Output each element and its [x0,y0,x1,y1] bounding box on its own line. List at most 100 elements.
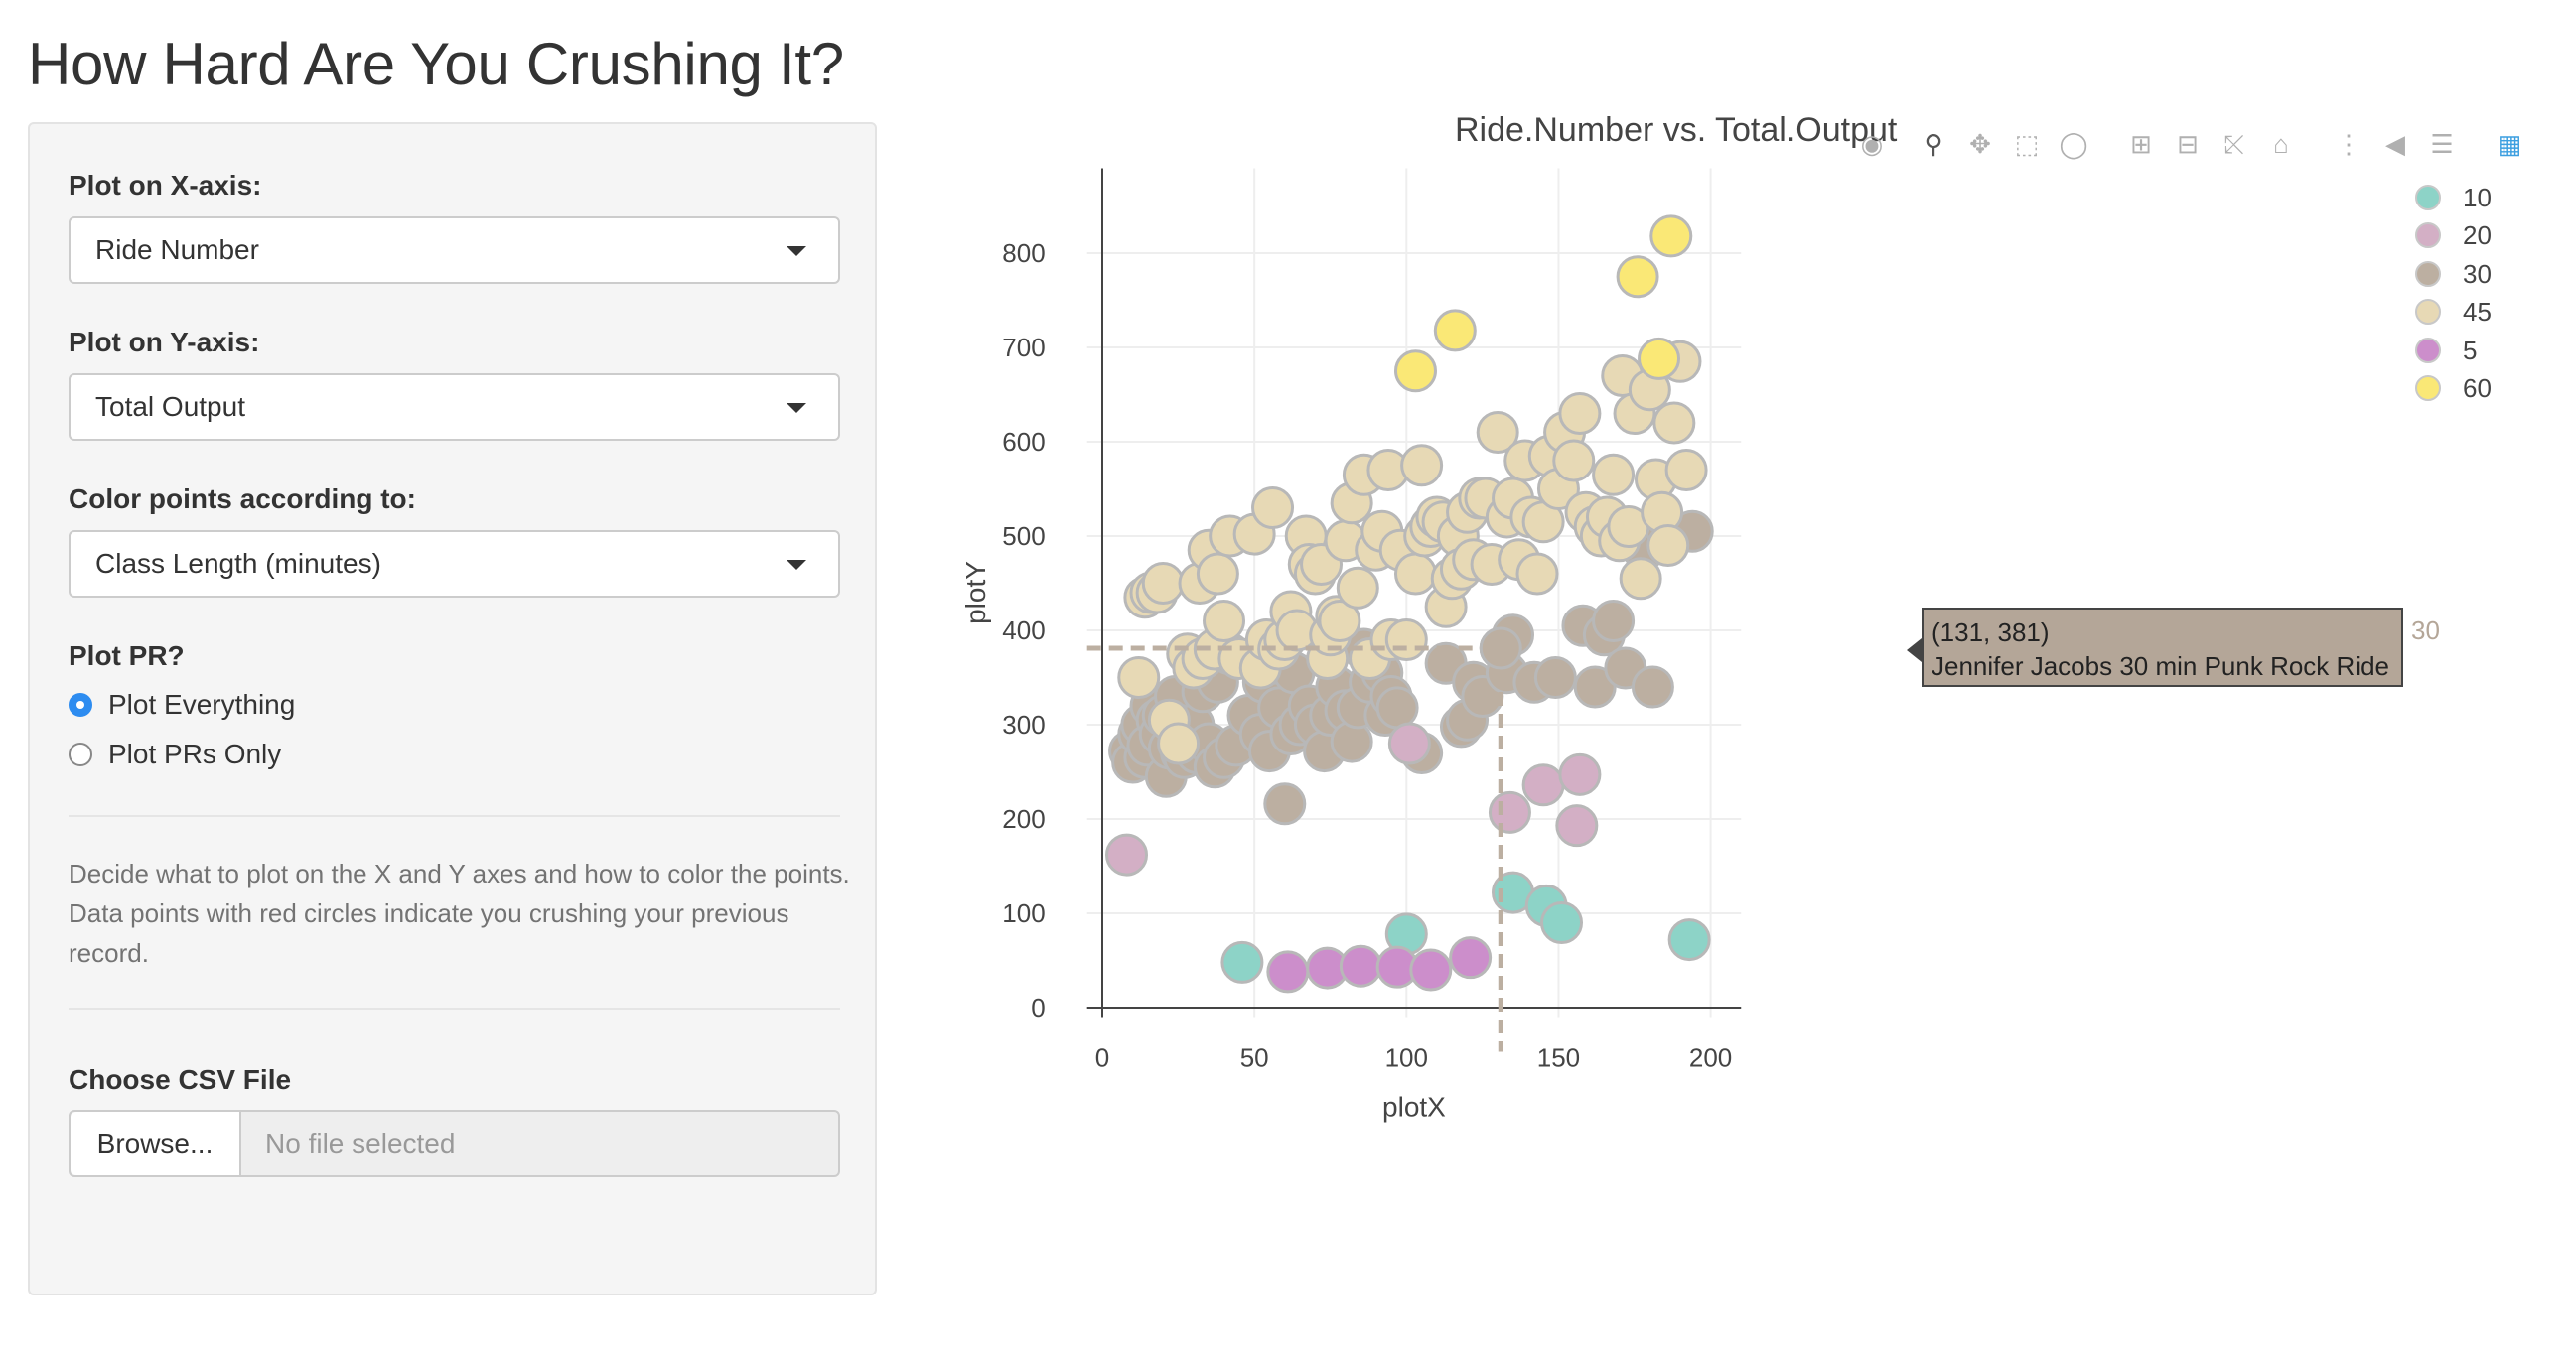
data-point-20[interactable] [1558,752,1602,796]
hover-tooltip: (131, 381) Jennifer Jacobs 30 min Punk R… [1922,608,2403,687]
legend-label: 5 [2463,335,2478,365]
hover-closest-icon[interactable]: ◀ [2385,129,2405,159]
data-point-60[interactable] [1649,214,1693,258]
x-axis-select-value: Ride Number [95,234,259,265]
data-point-45[interactable] [1664,449,1708,491]
data-point-5[interactable] [1409,948,1453,992]
data-point-45[interactable] [1552,439,1596,482]
browse-button[interactable]: Browse... [71,1112,241,1175]
color-select[interactable]: Class Length (minutes) [69,530,840,598]
legend-marker [2415,222,2441,249]
data-point-30[interactable] [1375,686,1419,730]
data-point-45[interactable] [1384,618,1428,661]
data-point-45[interactable] [1141,562,1185,605]
x-tick-label: 0 [1095,1043,1109,1073]
file-status: No file selected [265,1128,456,1158]
y-axis-select[interactable]: Total Output [69,373,840,441]
zoom-out-icon[interactable]: ⊟ [2177,129,2199,159]
data-point-45[interactable] [1196,552,1239,596]
data-point-45[interactable] [1318,600,1361,642]
sidebar-panel: Plot on X-axis: Ride Number Plot on Y-ax… [28,122,877,1295]
data-point-20[interactable] [1387,722,1431,765]
help-text: Decide what to plot on the X and Y axes … [69,859,850,968]
data-point-20[interactable] [1521,763,1565,807]
radio-label: Plot Everything [108,689,296,720]
y-tick-label: 700 [1002,333,1045,362]
data-point-10[interactable] [1540,901,1584,944]
legend-marker [2415,185,2441,210]
legend-marker [2415,374,2441,401]
autoscale-icon[interactable]: ⤪ [2223,129,2245,159]
zoom-icon[interactable]: ⚲ [1924,129,1943,159]
data-point-10[interactable] [1667,918,1711,962]
chevron-down-icon [787,403,806,413]
data-point-20[interactable] [1555,804,1599,848]
radio-label: Plot PRs Only [108,739,282,769]
data-point-45[interactable] [1515,552,1559,596]
x-tick-label: 150 [1537,1043,1580,1073]
data-point-45[interactable] [1336,566,1379,610]
data-point-45[interactable] [1393,552,1437,596]
divider [69,815,840,817]
file-input[interactable]: Browse... No file selected [69,1110,840,1177]
y-tick-label: 0 [1031,993,1045,1022]
lasso-select-icon[interactable]: ◯ [2059,129,2088,159]
data-point-45[interactable] [1251,486,1295,529]
x-tick-label: 100 [1385,1043,1428,1073]
data-point-30[interactable] [1263,782,1307,826]
data-point-20[interactable] [1488,790,1531,834]
chevron-down-icon [787,560,806,570]
data-point-45[interactable] [1117,656,1161,699]
y-tick-label: 200 [1002,804,1045,834]
x-axis-select[interactable]: Ride Number [69,216,840,284]
legend-marker [2415,337,2441,363]
y-axis-title: plotY [960,561,991,624]
data-point-30[interactable] [1631,665,1674,709]
y-tick-label: 800 [1002,238,1045,268]
x-axis-label: Plot on X-axis: [69,170,262,201]
reset-axes-icon[interactable]: ⌂ [2273,129,2289,159]
data-point-45[interactable] [1558,392,1602,435]
data-point-45[interactable] [1592,453,1636,496]
tooltip-text: Jennifer Jacobs 30 min Punk Rock Ride [1932,651,2390,681]
y-tick-label: 400 [1002,615,1045,645]
data-point-5[interactable] [1266,950,1310,994]
plotly-logo-icon[interactable]: ▦ [2497,129,2522,159]
pan-icon[interactable]: ✥ [1969,129,1991,159]
data-point-60[interactable] [1638,337,1681,380]
data-point-45[interactable] [1646,524,1690,567]
camera-icon[interactable]: ◉ [1860,129,1884,159]
box-select-icon[interactable]: ⬚ [2014,129,2040,159]
data-point-45[interactable] [1476,411,1519,454]
data-point-20[interactable] [1105,833,1149,877]
chart-title: Ride.Number vs. Total.Output [1455,111,1898,149]
tooltip-series-label: 30 [2411,615,2440,645]
hover-compare-icon[interactable]: ☰ [2430,129,2454,159]
legend-label: 30 [2463,258,2492,289]
legend-label: 10 [2463,183,2492,212]
data-point-60[interactable] [1616,255,1659,299]
zoom-in-icon[interactable]: ⊞ [2130,129,2152,159]
data-point-45[interactable] [1157,722,1201,765]
radio-button-unchecked[interactable] [69,743,92,766]
data-point-45[interactable] [1400,444,1444,487]
data-point-60[interactable] [1433,309,1477,352]
spike-lines-icon[interactable]: ⋮ [2336,129,2361,159]
data-point-30[interactable] [1592,600,1636,642]
data-point-60[interactable] [1393,349,1437,393]
color-select-value: Class Length (minutes) [95,548,381,579]
data-point-10[interactable] [1220,940,1264,984]
hovered-data-point[interactable] [1479,626,1522,670]
data-point-5[interactable] [1449,936,1493,980]
data-point-45[interactable] [1652,401,1696,445]
pr-label: Plot PR? [69,640,185,671]
data-point-30[interactable] [1573,665,1617,709]
chevron-down-icon [787,246,806,256]
data-point-30[interactable] [1533,656,1577,699]
data-point-45[interactable] [1619,557,1662,601]
radio-button-checked[interactable] [69,693,92,717]
data-point-5[interactable] [1339,944,1382,988]
y-tick-label: 100 [1002,898,1045,928]
data-point-45[interactable] [1203,600,1246,642]
